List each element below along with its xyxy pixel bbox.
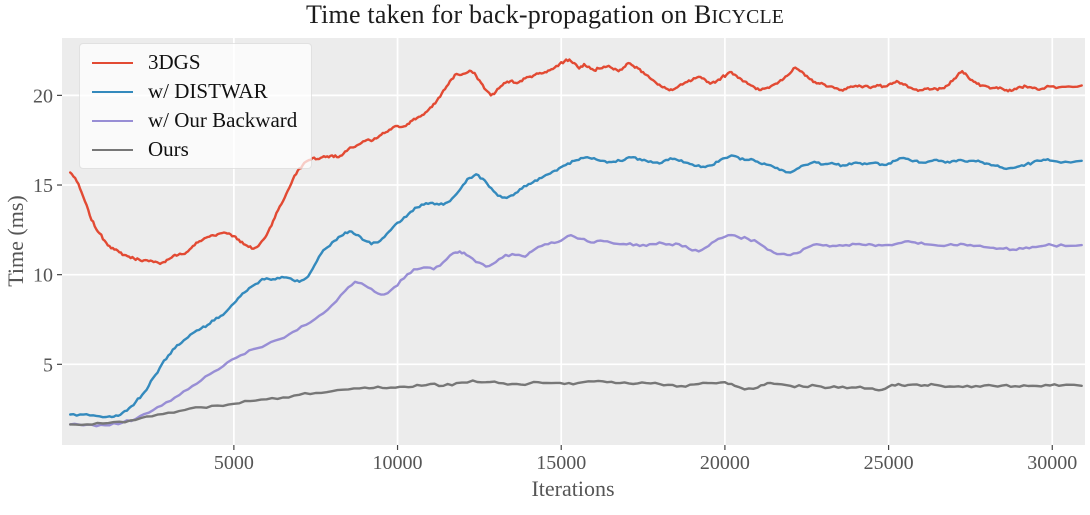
legend-label: w/ Our Backward (148, 108, 298, 132)
chart-title-text: Time taken for back-propagation on (305, 0, 694, 29)
series-line-ours (69, 379, 1083, 427)
legend-label: w/ DISTWAR (148, 79, 268, 103)
legend-label: Ours (148, 137, 189, 161)
y-tick-label: 15 (33, 175, 53, 197)
series-line-3dgs (69, 58, 1083, 266)
legend-line-swatch (92, 61, 133, 64)
y-tick-label: 20 (33, 85, 53, 107)
legend-label: 3DGS (148, 50, 201, 74)
legend-line-swatch (92, 90, 133, 93)
dataset-name-smallcaps: ICYCLE (711, 6, 785, 28)
x-tick-label: 15000 (536, 452, 586, 474)
legend-item-ours: Ours (92, 135, 297, 164)
chart-title: Time taken for back-propagation on BICYC… (0, 0, 1090, 30)
x-tick-label: 20000 (700, 452, 750, 474)
series-line-w-our-backward (69, 233, 1083, 428)
x-tick-label: 10000 (373, 452, 423, 474)
legend-item-3dgs: 3DGS (92, 48, 297, 77)
x-axis-label: Iterations (531, 476, 615, 501)
x-tick-label: 25000 (864, 452, 914, 474)
y-tick-label: 10 (33, 265, 53, 287)
y-axis-label: Time (ms) (3, 195, 28, 287)
x-tick-label: 5000 (214, 452, 254, 474)
legend: 3DGS w/ DISTWAR w/ Our Backward Ours (79, 43, 313, 169)
x-tick-label: 30000 (1027, 452, 1077, 474)
series-line-w-distwar (69, 154, 1083, 419)
legend-line-swatch (92, 148, 133, 151)
legend-line-swatch (92, 119, 133, 122)
y-tick-label: 5 (43, 354, 53, 376)
dataset-name-capital: B (693, 0, 712, 29)
legend-item-w-distwar: w/ DISTWAR (92, 77, 297, 106)
legend-item-w-our-backward: w/ Our Backward (92, 106, 297, 135)
